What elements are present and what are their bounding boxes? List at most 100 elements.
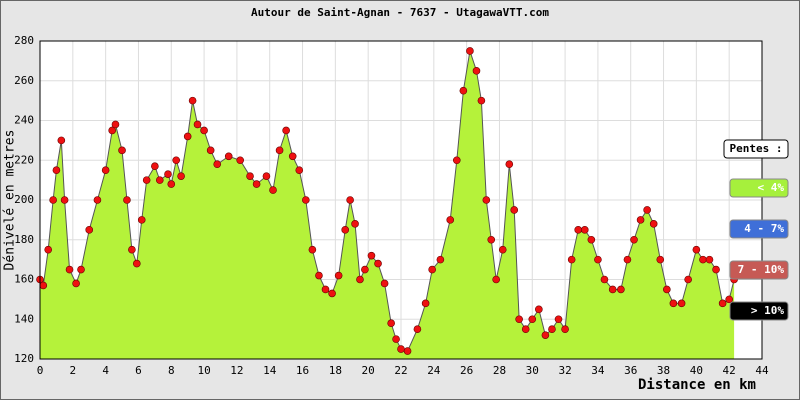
- y-tick-label: 280: [14, 34, 34, 47]
- point: [111, 120, 120, 129]
- y-tick-label: 260: [14, 74, 34, 87]
- point: [118, 146, 126, 155]
- point: [600, 275, 609, 284]
- point: [60, 196, 69, 204]
- point: [459, 86, 468, 95]
- chart-title: Autour de Saint-Agnan - 7637 - UtagawaVT…: [251, 6, 549, 19]
- x-tick-label: 0: [37, 364, 44, 377]
- point: [128, 245, 136, 254]
- point: [421, 299, 430, 308]
- point: [554, 315, 563, 324]
- y-tick-label: 140: [14, 312, 34, 325]
- point: [472, 67, 481, 75]
- point: [643, 206, 651, 214]
- point: [351, 220, 359, 228]
- x-tick-label: 14: [263, 364, 277, 377]
- point: [617, 285, 625, 294]
- x-tick-label: 26: [460, 364, 473, 377]
- y-tick-label: 160: [14, 273, 34, 286]
- point: [65, 265, 74, 274]
- point: [321, 285, 330, 294]
- point: [498, 245, 507, 254]
- x-tick-label: 38: [657, 364, 670, 377]
- point: [52, 166, 61, 174]
- point: [246, 172, 254, 180]
- point: [252, 180, 261, 188]
- point: [346, 196, 354, 204]
- point: [361, 265, 369, 274]
- point: [164, 170, 172, 178]
- legend-swatch: [729, 178, 789, 198]
- x-tick-label: 18: [329, 364, 342, 377]
- x-tick-label: 32: [558, 364, 571, 377]
- point: [77, 265, 85, 274]
- y-tick-label: 180: [14, 233, 34, 246]
- point: [302, 196, 310, 204]
- point: [269, 186, 277, 194]
- point: [200, 126, 208, 135]
- point: [580, 226, 589, 234]
- area: [40, 50, 735, 359]
- point: [123, 196, 131, 204]
- point: [142, 176, 151, 184]
- point: [133, 259, 141, 268]
- point: [39, 281, 48, 290]
- point: [155, 176, 164, 184]
- point: [630, 235, 638, 244]
- point: [725, 295, 733, 304]
- point: [452, 156, 461, 165]
- point: [367, 251, 376, 260]
- point: [487, 235, 496, 244]
- y-tick-label: 240: [14, 114, 34, 127]
- point: [608, 285, 617, 294]
- x-tick-label: 42: [723, 364, 736, 377]
- point: [308, 245, 317, 254]
- point: [397, 345, 405, 353]
- x-tick-label: 6: [135, 364, 142, 377]
- x-tick-label: 34: [591, 364, 605, 377]
- point: [677, 299, 686, 308]
- point: [236, 156, 244, 165]
- point: [315, 271, 323, 280]
- x-tick-label: 16: [296, 364, 309, 377]
- point: [224, 152, 233, 161]
- point: [151, 162, 159, 171]
- point: [137, 216, 146, 224]
- point: [206, 146, 215, 155]
- point: [567, 255, 576, 264]
- point: [656, 255, 665, 264]
- point: [413, 325, 422, 333]
- x-tick-label: 20: [362, 364, 375, 377]
- x-tick-label: 44: [755, 364, 769, 377]
- y-tick-label: 200: [14, 193, 34, 206]
- point: [623, 255, 632, 264]
- point: [510, 206, 519, 214]
- point: [380, 279, 389, 288]
- point: [392, 335, 400, 343]
- point: [521, 325, 530, 333]
- point: [428, 265, 436, 274]
- point: [108, 126, 116, 135]
- point: [477, 96, 486, 105]
- point: [356, 275, 364, 284]
- x-tick-label: 12: [230, 364, 243, 377]
- x-tick-label: 40: [690, 364, 703, 377]
- point: [213, 160, 222, 169]
- point: [492, 275, 500, 284]
- legend-swatch: [729, 219, 789, 239]
- point: [561, 325, 569, 333]
- point: [57, 136, 66, 145]
- point: [295, 166, 304, 174]
- point: [528, 315, 537, 324]
- point: [669, 299, 678, 308]
- point: [541, 331, 550, 339]
- legend-label: 7 - 10%: [738, 263, 785, 276]
- x-tick-label: 28: [493, 364, 506, 377]
- point: [684, 275, 692, 284]
- point: [699, 255, 707, 264]
- legend-title-box: [723, 139, 789, 159]
- point: [72, 279, 80, 288]
- point: [183, 132, 192, 141]
